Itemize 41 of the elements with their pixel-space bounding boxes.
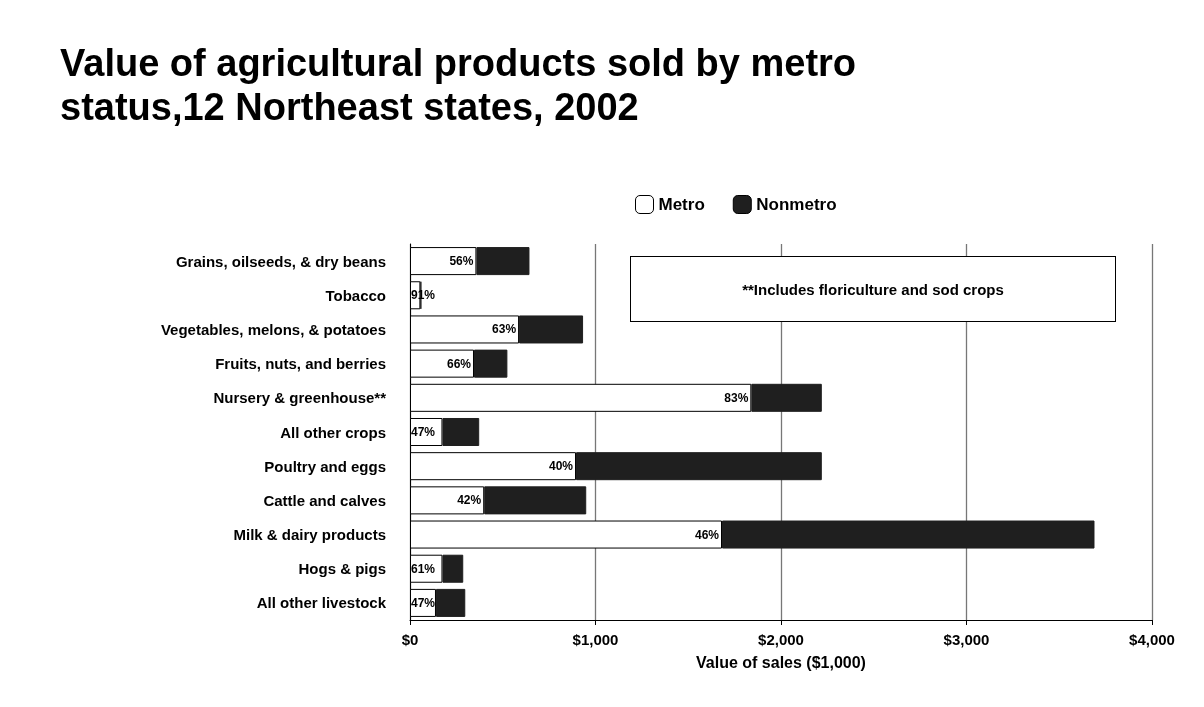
legend-label: Metro	[658, 195, 705, 214]
bar	[442, 554, 464, 583]
y-tick-label: All other livestock	[256, 594, 387, 612]
annotation: 47%	[411, 425, 436, 439]
x-tick-label: $0	[401, 631, 419, 648]
y-tick-label: Poultry and eggs	[264, 457, 386, 475]
bar	[435, 588, 466, 617]
y-tick-label: Vegetables, melons, & potatoes	[160, 320, 386, 338]
y-tick-label: Tobacco	[325, 286, 386, 304]
annotation: 61%	[411, 561, 436, 576]
annotation: 56%	[449, 254, 474, 269]
y-tick-label: Hogs & pigs	[298, 560, 386, 578]
annotation: 63%	[492, 322, 517, 337]
bar	[722, 520, 1095, 549]
chart-title: Value of agricultural products sold by metro status,12 Northeast states, 2002	[60, 42, 867, 128]
annotation: 66%	[446, 356, 472, 371]
x-tick-label: $4,000	[1129, 631, 1175, 648]
x-tick-label: $3,000	[943, 631, 990, 648]
annotation: 83%	[724, 390, 749, 405]
bar	[476, 247, 530, 276]
y-tick-label: All other crops	[280, 423, 386, 441]
y-tick-label: Nursery & greenhouse**	[213, 389, 387, 407]
note-box: **Includes floriculture and sod crops	[630, 256, 1116, 322]
annotation: 46%	[694, 527, 720, 542]
bar	[474, 349, 508, 378]
bar	[751, 383, 822, 412]
y-tick-label: Fruits, nuts, and berries	[215, 355, 386, 373]
bar	[442, 417, 480, 447]
x-tick-label: $1,000	[572, 631, 619, 648]
y-tick-label: Milk & dairy products	[233, 526, 386, 544]
annotation: 40%	[548, 459, 574, 474]
x-axis-title: Value of sales ($1,000)	[696, 653, 866, 671]
annotation: 42%	[457, 493, 482, 508]
annotation: 47%	[411, 595, 436, 610]
y-tick-label: Cattle and calves	[263, 491, 386, 509]
x-tick-label: $2,000	[758, 631, 804, 648]
legend-label: Nonmetro	[756, 195, 837, 214]
bar	[576, 452, 822, 481]
bar	[484, 486, 587, 515]
bar	[519, 315, 584, 344]
y-tick-label: Grains, oilseeds, & dry beans	[175, 252, 386, 270]
